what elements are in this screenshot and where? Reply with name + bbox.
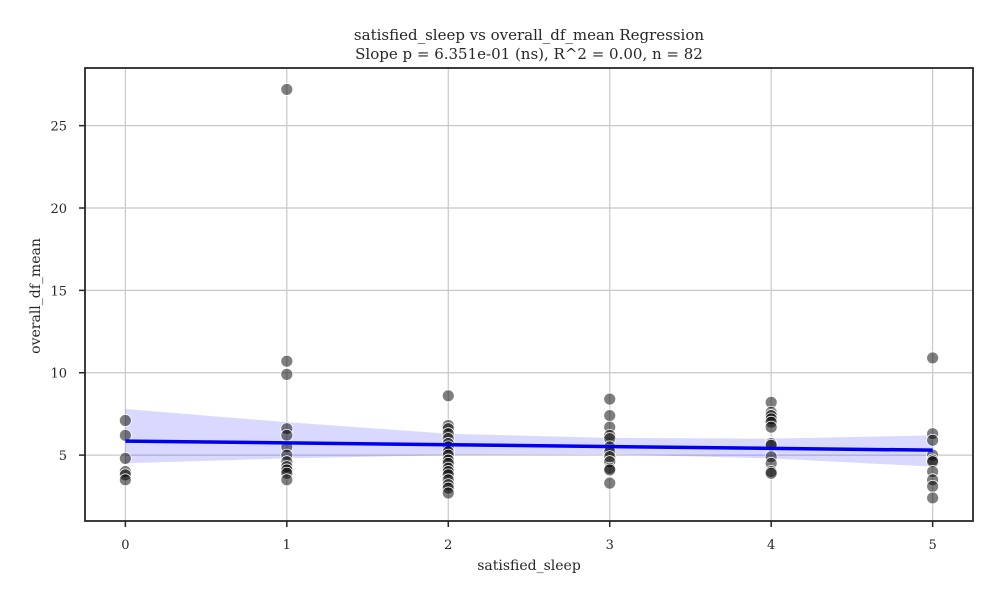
y-tick-label: 5 — [59, 449, 67, 464]
data-point — [926, 480, 940, 493]
data-point — [441, 389, 455, 403]
data-point — [280, 354, 294, 368]
data-point — [280, 367, 294, 381]
y-tick-label: 20 — [50, 202, 67, 217]
chart-title: satisfied_sleep vs overall_df_mean Regre… — [354, 26, 704, 44]
data-point — [603, 409, 617, 422]
fit-line — [125, 439, 933, 452]
data-point — [603, 476, 617, 490]
x-tick-label: 5 — [928, 538, 936, 553]
data-point — [118, 452, 132, 465]
x-tick-label: 2 — [444, 538, 452, 553]
x-tick-label: 3 — [606, 538, 614, 553]
chart-subtitle: Slope p = 6.351e-01 (ns), R^2 = 0.00, n … — [355, 45, 703, 63]
x-axis-ticks: 0 1 2 3 4 5 — [121, 521, 937, 553]
data-point — [603, 463, 617, 477]
data-point — [441, 486, 455, 500]
x-tick-label: 0 — [121, 538, 129, 553]
y-tick-label: 10 — [50, 367, 67, 382]
data-point — [764, 466, 778, 480]
y-tick-label: 15 — [50, 284, 67, 299]
data-point — [280, 428, 294, 442]
x-tick-label: 4 — [767, 538, 775, 553]
data-point — [118, 473, 132, 487]
x-tick-label: 1 — [283, 538, 291, 553]
data-point — [280, 473, 294, 487]
confidence-band — [125, 408, 933, 467]
data-point — [926, 491, 940, 505]
data-point — [280, 83, 294, 96]
data-point — [926, 433, 940, 447]
scatter-points — [118, 83, 940, 505]
plot-frame — [84, 67, 974, 522]
ci-band — [125, 408, 933, 467]
data-point — [926, 351, 940, 365]
y-tick-label: 25 — [50, 120, 67, 135]
regression-line — [125, 439, 933, 452]
x-axis-label: satisfied_sleep — [477, 558, 581, 574]
y-axis-label: overall_df_mean — [28, 238, 44, 354]
y-axis-ticks: 5 10 15 20 25 — [50, 120, 85, 464]
grid — [85, 68, 973, 521]
data-point — [118, 414, 132, 427]
data-point — [764, 420, 778, 434]
data-point — [603, 392, 617, 406]
